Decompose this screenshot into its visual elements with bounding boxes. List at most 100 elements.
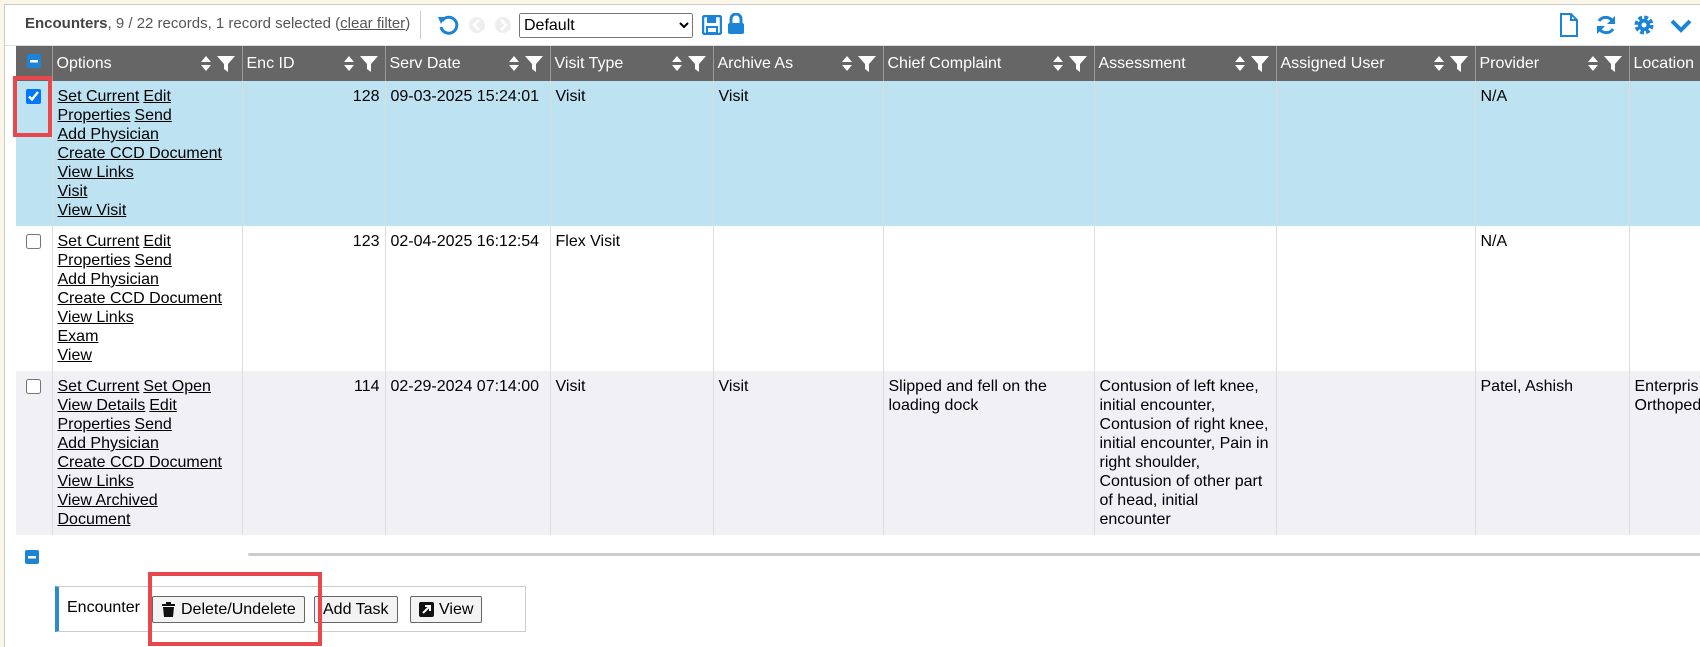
action-button[interactable]: Delete/Undelete <box>152 596 305 623</box>
sort-filter-icons[interactable] <box>841 55 877 73</box>
column-header: Chief Complaint <box>883 46 1095 81</box>
table-row: Set Current Set Open View Details Edit Prope… <box>16 371 1700 535</box>
clear-filter[interactable]: clear filter <box>340 15 406 32</box>
options-line: Set Current Edit <box>58 232 237 251</box>
option-link[interactable]: Send <box>134 107 172 124</box>
option-link[interactable]: View <box>57 347 92 364</box>
view-select[interactable]: Default <box>519 13 693 38</box>
option-link[interactable]: Create CCD Document <box>57 454 223 471</box>
table-body: Set Current Edit Properties Send Add Physici… <box>16 81 1700 535</box>
options-line: View <box>58 346 237 365</box>
option-link[interactable]: Set Current <box>57 88 140 105</box>
column-title: Visit Type <box>554 54 624 72</box>
option-link[interactable]: View Archived Document <box>57 492 158 528</box>
settings-icon[interactable] <box>1633 14 1655 36</box>
option-link[interactable]: Set Current <box>57 233 140 250</box>
highlight-box <box>148 572 322 646</box>
sort-filter-icons[interactable] <box>343 55 379 73</box>
sort-filter-icons[interactable] <box>200 55 236 73</box>
row-checkbox[interactable] <box>26 89 42 104</box>
cell: 02-04-2025 16:12:54 <box>385 226 551 371</box>
options-line: Set Current Set Open <box>58 377 237 396</box>
column-title: Provider <box>1479 54 1540 72</box>
option-link[interactable]: Set Open <box>143 378 211 395</box>
option-link[interactable]: View Visit <box>57 202 127 219</box>
title: Encounters <box>25 15 108 32</box>
action-button[interactable]: View <box>410 596 483 623</box>
option-link[interactable]: Add Physician <box>57 271 159 288</box>
options-line: Visit <box>58 182 237 201</box>
undo-icon[interactable] <box>437 14 459 36</box>
row-checkbox[interactable] <box>26 379 42 394</box>
option-link[interactable]: View Links <box>57 309 134 326</box>
options-line: View Archived Document <box>58 491 237 529</box>
lock-icon[interactable] <box>727 13 745 35</box>
action-button[interactable]: Add Task <box>314 596 398 623</box>
grid: Options Enc ID Serv Date Visit Type Archive … <box>16 46 1700 536</box>
option-link[interactable]: Properties <box>57 107 131 124</box>
options-line: View Details Edit <box>58 396 237 415</box>
option-link[interactable]: Send <box>134 252 172 269</box>
options-line: View Links <box>58 472 237 491</box>
option-link[interactable]: Properties <box>57 416 131 433</box>
option-link[interactable]: Edit <box>143 88 171 105</box>
save-icon[interactable] <box>702 15 722 35</box>
title-sep: , <box>107 15 116 32</box>
column-header: Archive As <box>713 46 884 81</box>
options-line: Create CCD Document <box>58 144 237 163</box>
cell: 02-29-2024 07:14:00 <box>385 371 551 535</box>
option-link[interactable]: Set Current <box>57 378 140 395</box>
sort-filter-icons[interactable] <box>1234 55 1270 73</box>
forward-icon[interactable] <box>494 16 512 34</box>
cell: 09-03-2025 15:24:01 <box>385 81 551 226</box>
option-link[interactable]: Create CCD Document <box>57 145 223 162</box>
refresh-icon[interactable] <box>1595 14 1617 36</box>
cell <box>1094 226 1277 371</box>
option-link[interactable]: Properties <box>57 252 131 269</box>
collapse-actions[interactable] <box>25 550 39 564</box>
column-title: Location <box>1633 54 1695 72</box>
option-link[interactable]: Send <box>134 416 172 433</box>
option-link[interactable]: Exam <box>57 328 99 345</box>
option-link[interactable]: View Details <box>57 397 146 414</box>
option-link[interactable]: View Links <box>57 473 134 490</box>
column-title: Assigned User <box>1280 54 1385 72</box>
cell <box>1276 81 1476 226</box>
column-header: Assigned User <box>1276 46 1476 81</box>
option-link[interactable]: Edit <box>143 233 171 250</box>
button-label: View <box>439 600 474 618</box>
cell <box>1276 371 1476 535</box>
panel-label: Encounter <box>67 599 140 616</box>
cell: Patel, Ashish <box>1475 371 1630 535</box>
option-link[interactable]: Create CCD Document <box>57 290 223 307</box>
select-cell <box>16 371 53 535</box>
collapse-icon[interactable] <box>1669 18 1693 34</box>
option-link[interactable]: View Links <box>57 164 134 181</box>
options-line: Create CCD Document <box>58 289 237 308</box>
cell: Visit <box>713 81 884 226</box>
options-line: Create CCD Document <box>58 453 237 472</box>
options-line: View Visit <box>58 201 237 220</box>
sort-filter-icons[interactable] <box>1433 55 1469 73</box>
cell <box>713 226 884 371</box>
option-link[interactable]: Add Physician <box>57 435 159 452</box>
cell <box>1629 81 1700 226</box>
row-checkbox[interactable] <box>26 234 42 249</box>
sort-filter-icons[interactable] <box>1052 55 1088 73</box>
scrollbar[interactable] <box>248 553 1700 556</box>
options-line: Add Physician <box>58 434 237 453</box>
sort-filter-icons[interactable] <box>508 55 544 73</box>
back-icon[interactable] <box>468 16 486 34</box>
sort-filter-icons[interactable] <box>671 55 707 73</box>
option-link[interactable]: Visit <box>57 183 88 200</box>
header-row: Options Enc ID Serv Date Visit Type Archive … <box>16 46 1700 81</box>
paren: ( <box>335 15 341 32</box>
table-row: Set Current Edit Properties Send Add Physici… <box>16 81 1700 226</box>
select-all-toggle[interactable] <box>26 54 41 68</box>
option-link[interactable]: Edit <box>149 397 177 414</box>
sort-filter-icons[interactable] <box>1587 55 1623 73</box>
column-header: Visit Type <box>550 46 714 81</box>
option-link[interactable]: Add Physician <box>57 126 159 143</box>
export-icon[interactable] <box>1559 13 1579 37</box>
